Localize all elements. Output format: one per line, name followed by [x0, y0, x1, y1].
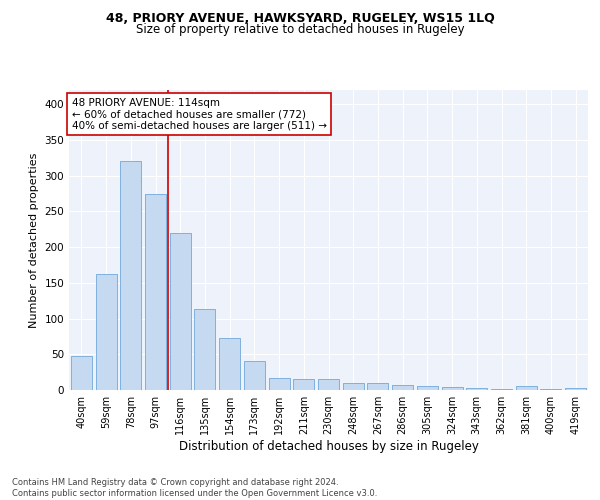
Bar — [269, 378, 290, 390]
Bar — [95, 274, 116, 390]
Bar — [244, 362, 265, 390]
Bar — [417, 386, 438, 390]
Bar — [541, 388, 562, 390]
Bar — [516, 386, 537, 390]
Text: 48 PRIORY AVENUE: 114sqm
← 60% of detached houses are smaller (772)
40% of semi-: 48 PRIORY AVENUE: 114sqm ← 60% of detach… — [71, 98, 326, 130]
Bar — [491, 388, 512, 390]
Bar — [442, 387, 463, 390]
Bar — [71, 356, 92, 390]
Bar — [120, 162, 141, 390]
X-axis label: Distribution of detached houses by size in Rugeley: Distribution of detached houses by size … — [179, 440, 478, 453]
Y-axis label: Number of detached properties: Number of detached properties — [29, 152, 39, 328]
Bar — [145, 194, 166, 390]
Bar — [293, 380, 314, 390]
Bar — [466, 388, 487, 390]
Bar — [565, 388, 586, 390]
Bar — [343, 383, 364, 390]
Bar — [367, 383, 388, 390]
Bar — [219, 338, 240, 390]
Text: Contains HM Land Registry data © Crown copyright and database right 2024.
Contai: Contains HM Land Registry data © Crown c… — [12, 478, 377, 498]
Bar — [392, 385, 413, 390]
Text: 48, PRIORY AVENUE, HAWKSYARD, RUGELEY, WS15 1LQ: 48, PRIORY AVENUE, HAWKSYARD, RUGELEY, W… — [106, 12, 494, 26]
Text: Size of property relative to detached houses in Rugeley: Size of property relative to detached ho… — [136, 22, 464, 36]
Bar — [170, 233, 191, 390]
Bar — [318, 380, 339, 390]
Bar — [194, 310, 215, 390]
